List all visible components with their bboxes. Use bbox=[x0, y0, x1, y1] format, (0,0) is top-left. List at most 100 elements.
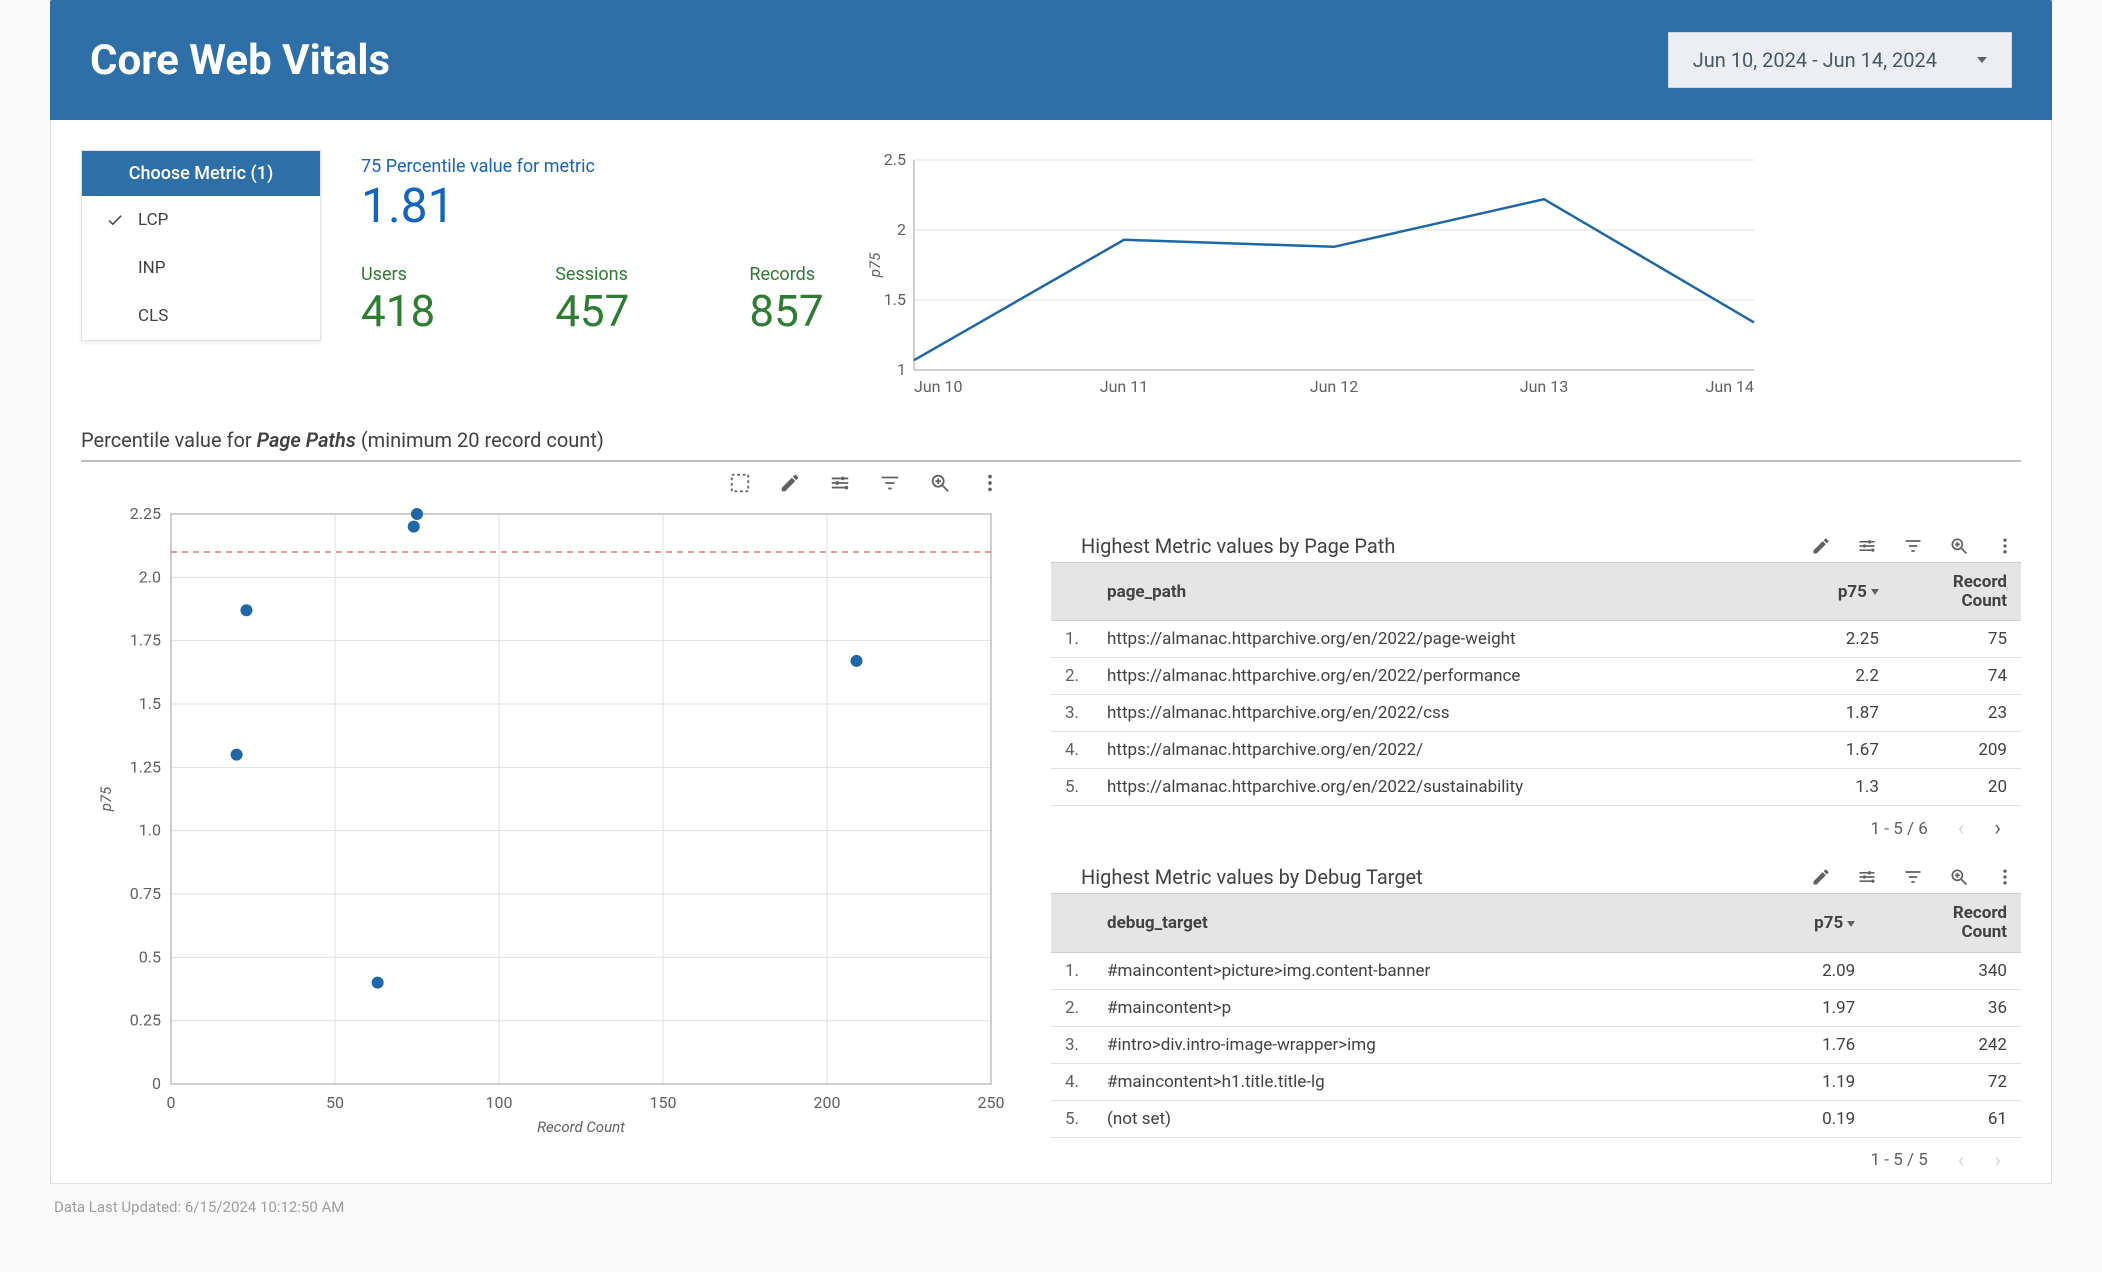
sliders-icon[interactable] bbox=[829, 472, 851, 494]
zoom-icon[interactable] bbox=[1949, 536, 1969, 556]
table-row[interactable]: 3.#intro>div.intro-image-wrapper>img1.76… bbox=[1051, 1026, 2021, 1063]
metric-option-lcp[interactable]: LCP bbox=[82, 196, 320, 244]
zoom-icon[interactable] bbox=[1949, 867, 1969, 887]
pencil-icon[interactable] bbox=[1811, 536, 1831, 556]
kpi-records-value: 857 bbox=[749, 285, 823, 337]
metric-option-inp[interactable]: INP bbox=[82, 244, 320, 292]
pager-prev[interactable]: ‹ bbox=[1958, 1148, 1965, 1173]
kpi-sessions-label: Sessions bbox=[555, 264, 629, 285]
kpi-users: Users 418 bbox=[361, 264, 435, 337]
col-page-path[interactable]: page_path bbox=[1093, 563, 1785, 621]
svg-text:150: 150 bbox=[650, 1093, 677, 1112]
kpi-sessions: Sessions 457 bbox=[555, 264, 629, 337]
pager-page-path: 1 - 5 / 6 ‹ › bbox=[1051, 806, 2021, 841]
sliders-icon[interactable] bbox=[1857, 536, 1877, 556]
svg-text:Jun 11: Jun 11 bbox=[1099, 377, 1147, 396]
filter-icon[interactable] bbox=[879, 472, 901, 494]
svg-text:0: 0 bbox=[167, 1093, 176, 1112]
svg-text:Record Count: Record Count bbox=[537, 1118, 625, 1136]
svg-text:100: 100 bbox=[486, 1093, 513, 1112]
table-debug-target-title: Highest Metric values by Debug Target bbox=[1051, 865, 1423, 889]
kpi-users-label: Users bbox=[361, 264, 435, 285]
table-page-path: Highest Metric values by Page Path bbox=[1051, 534, 2021, 841]
svg-text:0.5: 0.5 bbox=[139, 947, 161, 966]
table-row[interactable]: 5.(not set)0.1961 bbox=[1051, 1100, 2021, 1137]
metric-selector: Choose Metric (1) LCP INP CLS bbox=[81, 150, 321, 341]
metric-option-label: LCP bbox=[138, 210, 168, 230]
sort-desc-icon bbox=[1847, 921, 1855, 927]
pencil-icon[interactable] bbox=[779, 472, 801, 494]
table-row[interactable]: 5.https://almanac.httparchive.org/en/202… bbox=[1051, 769, 2021, 806]
svg-text:Jun 12: Jun 12 bbox=[1309, 377, 1357, 396]
more-icon[interactable] bbox=[979, 472, 1001, 494]
section-title: Percentile value for Page Paths (minimum… bbox=[81, 428, 2021, 452]
select-box-icon[interactable] bbox=[729, 472, 751, 494]
svg-text:250: 250 bbox=[978, 1093, 1005, 1112]
svg-text:p75: p75 bbox=[97, 786, 115, 812]
scatter-plot: 0 0.25 0.5 0.75 1.0 1.25 1.5 1.75 2.0 2.25 0 50 100 1… bbox=[81, 504, 1011, 1144]
svg-text:1.5: 1.5 bbox=[139, 694, 161, 713]
pager-next[interactable]: › bbox=[1994, 816, 2001, 841]
page-title: Core Web Vitals bbox=[90, 36, 390, 85]
svg-text:0.25: 0.25 bbox=[130, 1011, 161, 1030]
svg-text:2.0: 2.0 bbox=[139, 567, 161, 586]
pager-text: 1 - 5 / 6 bbox=[1871, 819, 1928, 839]
table-row[interactable]: 2.#maincontent>p1.9736 bbox=[1051, 989, 2021, 1026]
kpi-users-value: 418 bbox=[361, 285, 435, 337]
col-p75[interactable]: p75 bbox=[1742, 894, 1870, 952]
kpi-panel: 75 Percentile value for metric 1.81 User… bbox=[361, 150, 824, 337]
more-icon[interactable] bbox=[1995, 536, 2015, 556]
check-icon bbox=[106, 211, 124, 229]
kpi-p75-value: 1.81 bbox=[361, 177, 824, 234]
svg-text:Jun 13: Jun 13 bbox=[1519, 377, 1567, 396]
pager-prev[interactable]: ‹ bbox=[1958, 816, 1965, 841]
pencil-icon[interactable] bbox=[1811, 867, 1831, 887]
svg-text:1: 1 bbox=[897, 360, 906, 379]
kpi-sessions-value: 457 bbox=[555, 285, 629, 337]
svg-text:2.5: 2.5 bbox=[883, 150, 905, 169]
svg-text:1.75: 1.75 bbox=[130, 631, 161, 650]
col-debug-target[interactable]: debug_target bbox=[1093, 894, 1742, 952]
svg-text:1.0: 1.0 bbox=[139, 821, 161, 840]
svg-text:1.25: 1.25 bbox=[130, 757, 161, 776]
svg-text:200: 200 bbox=[814, 1093, 841, 1112]
svg-text:p75: p75 bbox=[866, 252, 884, 278]
col-record-count[interactable]: RecordCount bbox=[1893, 563, 2021, 621]
zoom-icon[interactable] bbox=[929, 472, 951, 494]
svg-text:50: 50 bbox=[326, 1093, 344, 1112]
svg-text:Jun 14: Jun 14 bbox=[1705, 377, 1753, 396]
table-page-path-title: Highest Metric values by Page Path bbox=[1051, 534, 1395, 558]
metric-option-label: CLS bbox=[138, 306, 168, 326]
svg-text:0.75: 0.75 bbox=[130, 884, 161, 903]
kpi-p75-label: 75 Percentile value for metric bbox=[361, 156, 824, 177]
more-icon[interactable] bbox=[1995, 867, 2015, 887]
col-p75[interactable]: p75 bbox=[1785, 563, 1893, 621]
table-row[interactable]: 3.https://almanac.httparchive.org/en/202… bbox=[1051, 695, 2021, 732]
svg-text:0: 0 bbox=[152, 1074, 161, 1093]
pager-next[interactable]: › bbox=[1994, 1148, 2001, 1173]
metric-option-cls[interactable]: CLS bbox=[82, 292, 320, 340]
table-debug-target: Highest Metric values by Debug Target bbox=[1051, 865, 2021, 1172]
sliders-icon[interactable] bbox=[1857, 867, 1877, 887]
table-row[interactable]: 2.https://almanac.httparchive.org/en/202… bbox=[1051, 658, 2021, 695]
section-separator bbox=[81, 460, 2021, 462]
filter-icon[interactable] bbox=[1903, 536, 1923, 556]
sort-desc-icon bbox=[1871, 589, 1879, 595]
metric-option-label: INP bbox=[138, 258, 165, 278]
page-header: Core Web Vitals Jun 10, 2024 - Jun 14, 2… bbox=[50, 0, 2052, 120]
svg-text:Jun 10: Jun 10 bbox=[914, 377, 962, 396]
col-record-count[interactable]: RecordCount bbox=[1869, 894, 2021, 952]
table-row[interactable]: 1.#maincontent>picture>img.content-banne… bbox=[1051, 952, 2021, 989]
table-row[interactable]: 4.https://almanac.httparchive.org/en/202… bbox=[1051, 732, 2021, 769]
pager-text: 1 - 5 / 5 bbox=[1871, 1150, 1928, 1170]
date-range-picker[interactable]: Jun 10, 2024 - Jun 14, 2024 bbox=[1668, 32, 2012, 88]
table-row[interactable]: 4.#maincontent>h1.title.title-lg1.1972 bbox=[1051, 1063, 2021, 1100]
table-row[interactable]: 1.https://almanac.httparchive.org/en/202… bbox=[1051, 621, 2021, 658]
filter-icon[interactable] bbox=[1903, 867, 1923, 887]
footer-updated: Data Last Updated: 6/15/2024 10:12:50 AM bbox=[50, 1184, 2052, 1216]
metric-selector-header: Choose Metric (1) bbox=[82, 151, 320, 196]
pager-debug-target: 1 - 5 / 5 ‹ › bbox=[1051, 1138, 2021, 1173]
svg-text:2.25: 2.25 bbox=[130, 504, 161, 523]
scatter-toolbar bbox=[81, 468, 1011, 504]
svg-text:1.5: 1.5 bbox=[883, 290, 905, 309]
